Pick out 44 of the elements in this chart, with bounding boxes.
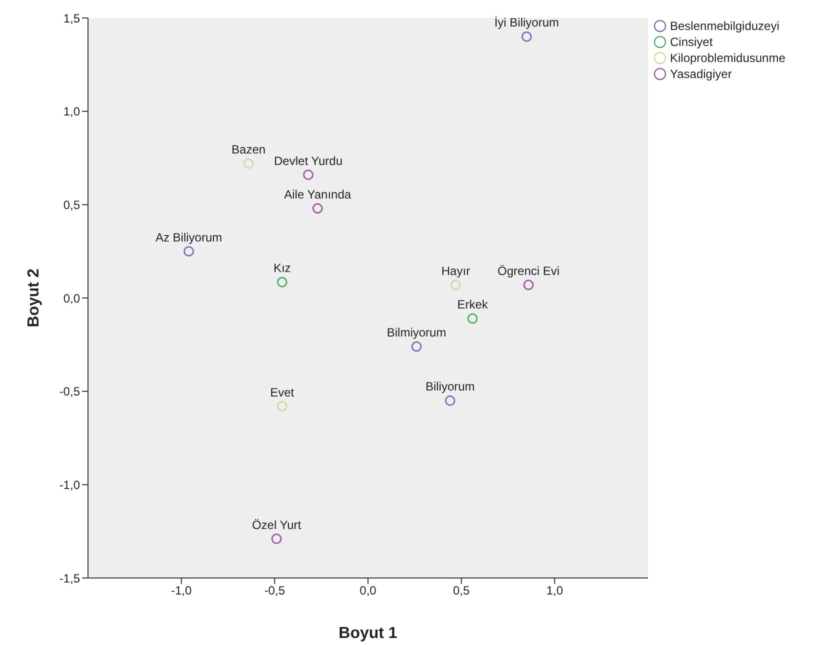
annotation: Kız xyxy=(273,261,291,276)
annotation: Bilmiyorum xyxy=(386,326,446,340)
legend-label: Yasadigiyer xyxy=(670,67,732,81)
annotation: İyi Biliyorum xyxy=(494,16,560,30)
annotation: Ögrenci Evi xyxy=(498,264,560,278)
y-tick-label: 0,5 xyxy=(63,198,80,212)
x-axis-title: Boyut 1 xyxy=(338,625,398,642)
y-tick-label: 0,0 xyxy=(63,291,80,306)
x-tick-label: -0,5 xyxy=(264,584,286,598)
annotation: Biliyorum xyxy=(425,380,475,394)
annotation: Erkek xyxy=(457,298,489,312)
x-tick-label: 1,0 xyxy=(546,584,564,598)
y-tick-label: -1,0 xyxy=(59,478,80,492)
point xyxy=(271,534,282,544)
y-tick-label: -1,5 xyxy=(59,571,80,586)
annotation: Hayır xyxy=(441,264,470,278)
annotation: Az Biliyorum xyxy=(155,230,222,244)
point xyxy=(444,395,456,406)
annotation: Devlet Yurdu xyxy=(274,154,343,168)
legend-label: Kiloproblemidusunme xyxy=(670,51,786,65)
y-tick-label: 1,5 xyxy=(63,11,80,26)
point xyxy=(276,401,288,412)
y-tick-label: 1,0 xyxy=(63,104,80,119)
point xyxy=(276,276,288,288)
x-tick-label: 0,5 xyxy=(452,584,470,598)
point xyxy=(243,158,254,169)
annotation: Bazen xyxy=(232,142,266,157)
legend-label: Cinsiyet xyxy=(670,35,713,49)
point xyxy=(184,246,194,257)
annotation: Özel Yurt xyxy=(252,518,302,532)
y-tick-label: -0,5 xyxy=(59,384,80,399)
legend-label: Beslenmebilgiduzeyi xyxy=(670,19,780,33)
point xyxy=(303,170,314,180)
point xyxy=(411,341,422,352)
point xyxy=(523,280,534,290)
y-axis-title: Boyut 2 xyxy=(26,268,43,328)
annotation: Aile Yanında xyxy=(284,187,352,202)
point xyxy=(467,313,478,324)
x-tick-label: 0,0 xyxy=(360,584,377,598)
point xyxy=(450,280,461,290)
x-tick-label: -1,0 xyxy=(170,584,192,598)
point xyxy=(521,31,532,42)
annotation: Evet xyxy=(270,385,295,400)
point xyxy=(312,203,323,214)
